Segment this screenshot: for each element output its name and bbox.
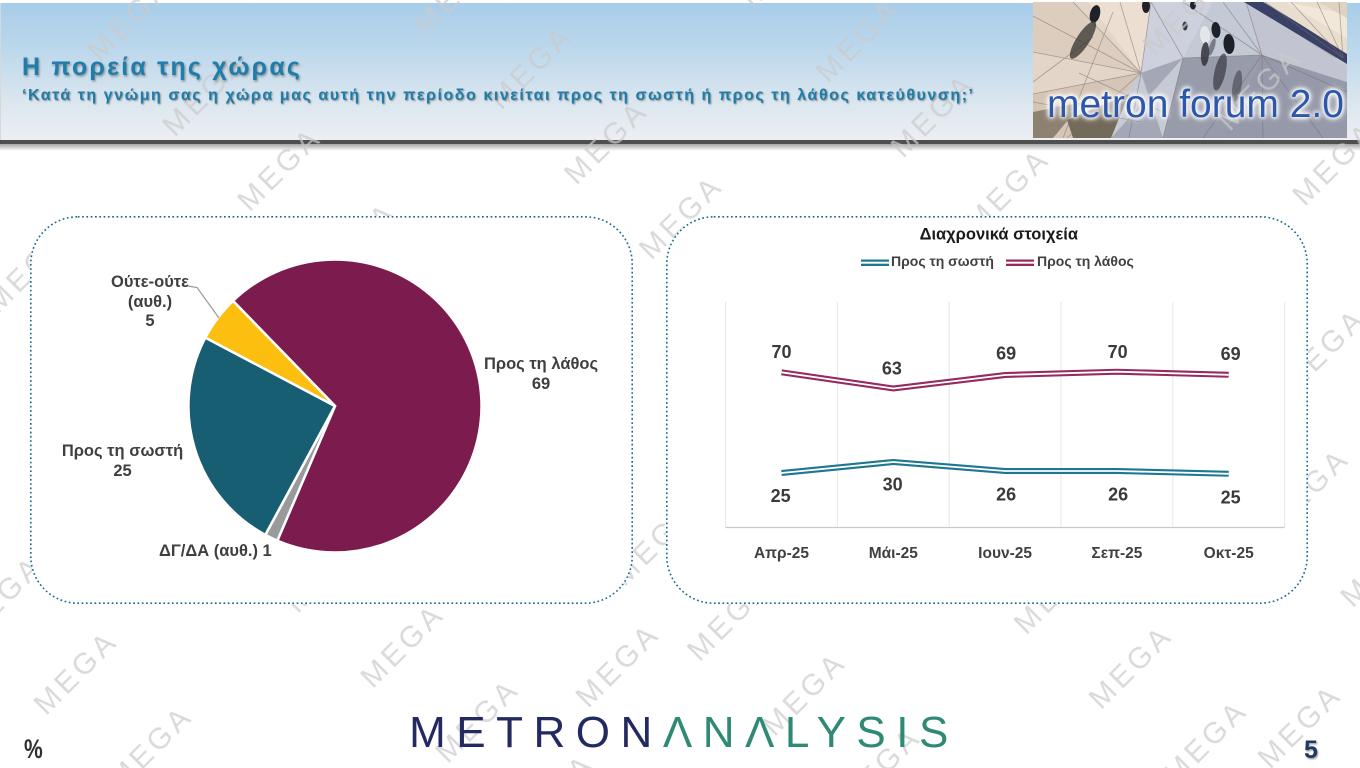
svg-text:MEGA: MEGA (570, 617, 667, 714)
